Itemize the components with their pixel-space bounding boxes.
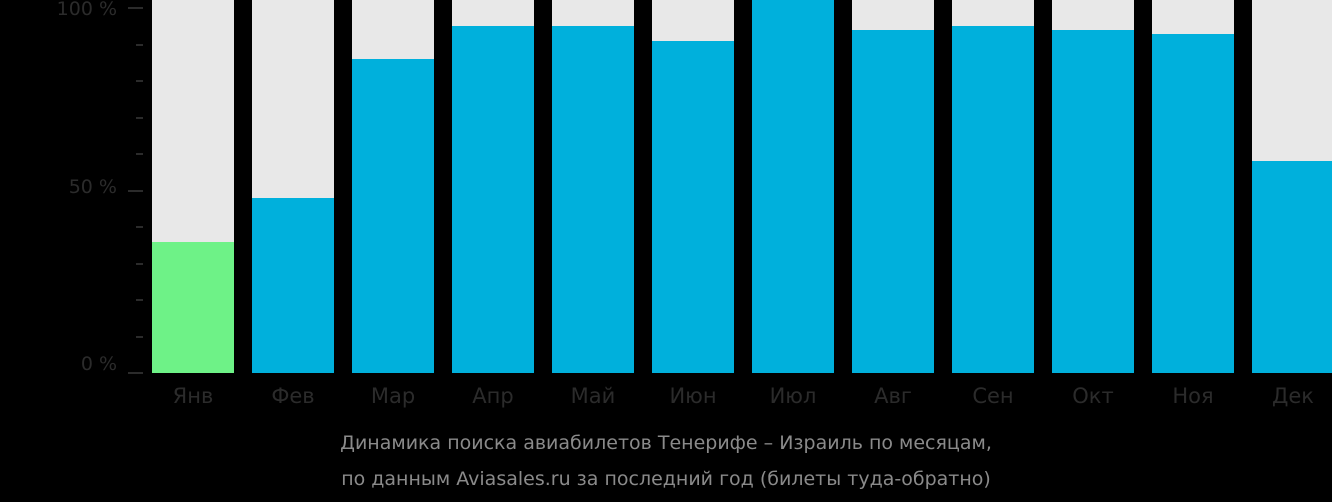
bar-3 [352, 0, 434, 373]
bar-fill [1052, 29, 1134, 373]
bar-11 [1152, 0, 1234, 373]
x-label: Окт [1072, 384, 1114, 408]
bar-fill [652, 40, 734, 373]
caption-line-1: Динамика поиска авиабилетов Тенерифе – И… [340, 432, 992, 454]
bar-6 [652, 0, 734, 373]
y-label-0: 0 % [80, 353, 117, 375]
bar-fill [152, 241, 234, 373]
minor-tick [136, 43, 143, 46]
x-label: Ноя [1172, 384, 1214, 408]
major-tick [128, 372, 143, 374]
x-label: Янв [172, 384, 214, 408]
x-label: Фев [271, 384, 315, 408]
bar-9 [952, 0, 1034, 373]
minor-tick [136, 299, 143, 301]
minor-tick [136, 153, 143, 155]
bar-fill [452, 26, 534, 373]
bar-fill [852, 29, 934, 373]
bar-fill [1252, 161, 1332, 373]
y-label-50: 50 % [68, 176, 117, 198]
x-label: Авг [874, 384, 912, 408]
bar-fill [552, 26, 634, 373]
x-label: Дек [1271, 384, 1314, 408]
bar-5 [552, 0, 634, 373]
minor-tick [136, 116, 143, 119]
bar-4 [452, 0, 534, 373]
caption-line-2: по данным Aviasales.ru за последний год … [341, 468, 991, 490]
x-label: Июн [669, 384, 717, 408]
bar-fill [952, 26, 1034, 373]
bar-12 [1252, 0, 1332, 373]
x-label: Май [570, 384, 616, 408]
x-label: Сен [972, 384, 1014, 408]
minor-tick [136, 335, 143, 338]
x-label: Мар [370, 384, 416, 408]
bar-fill [252, 197, 334, 373]
bar-fill [352, 59, 434, 373]
bar-7 [752, 0, 834, 373]
x-label: Апр [472, 384, 514, 408]
major-tick [128, 7, 143, 9]
bar-fill [752, 0, 834, 373]
bar-8 [852, 0, 934, 373]
bar-fill [1152, 33, 1234, 373]
bar-2 [252, 0, 334, 373]
bar-1 [152, 0, 234, 373]
bar-10 [1052, 0, 1134, 373]
major-tick [128, 189, 143, 192]
x-label: Июл [769, 384, 817, 408]
minor-tick [136, 226, 143, 228]
minor-tick [136, 262, 143, 265]
y-label-100: 100 % [56, 0, 117, 20]
minor-tick [136, 80, 143, 82]
